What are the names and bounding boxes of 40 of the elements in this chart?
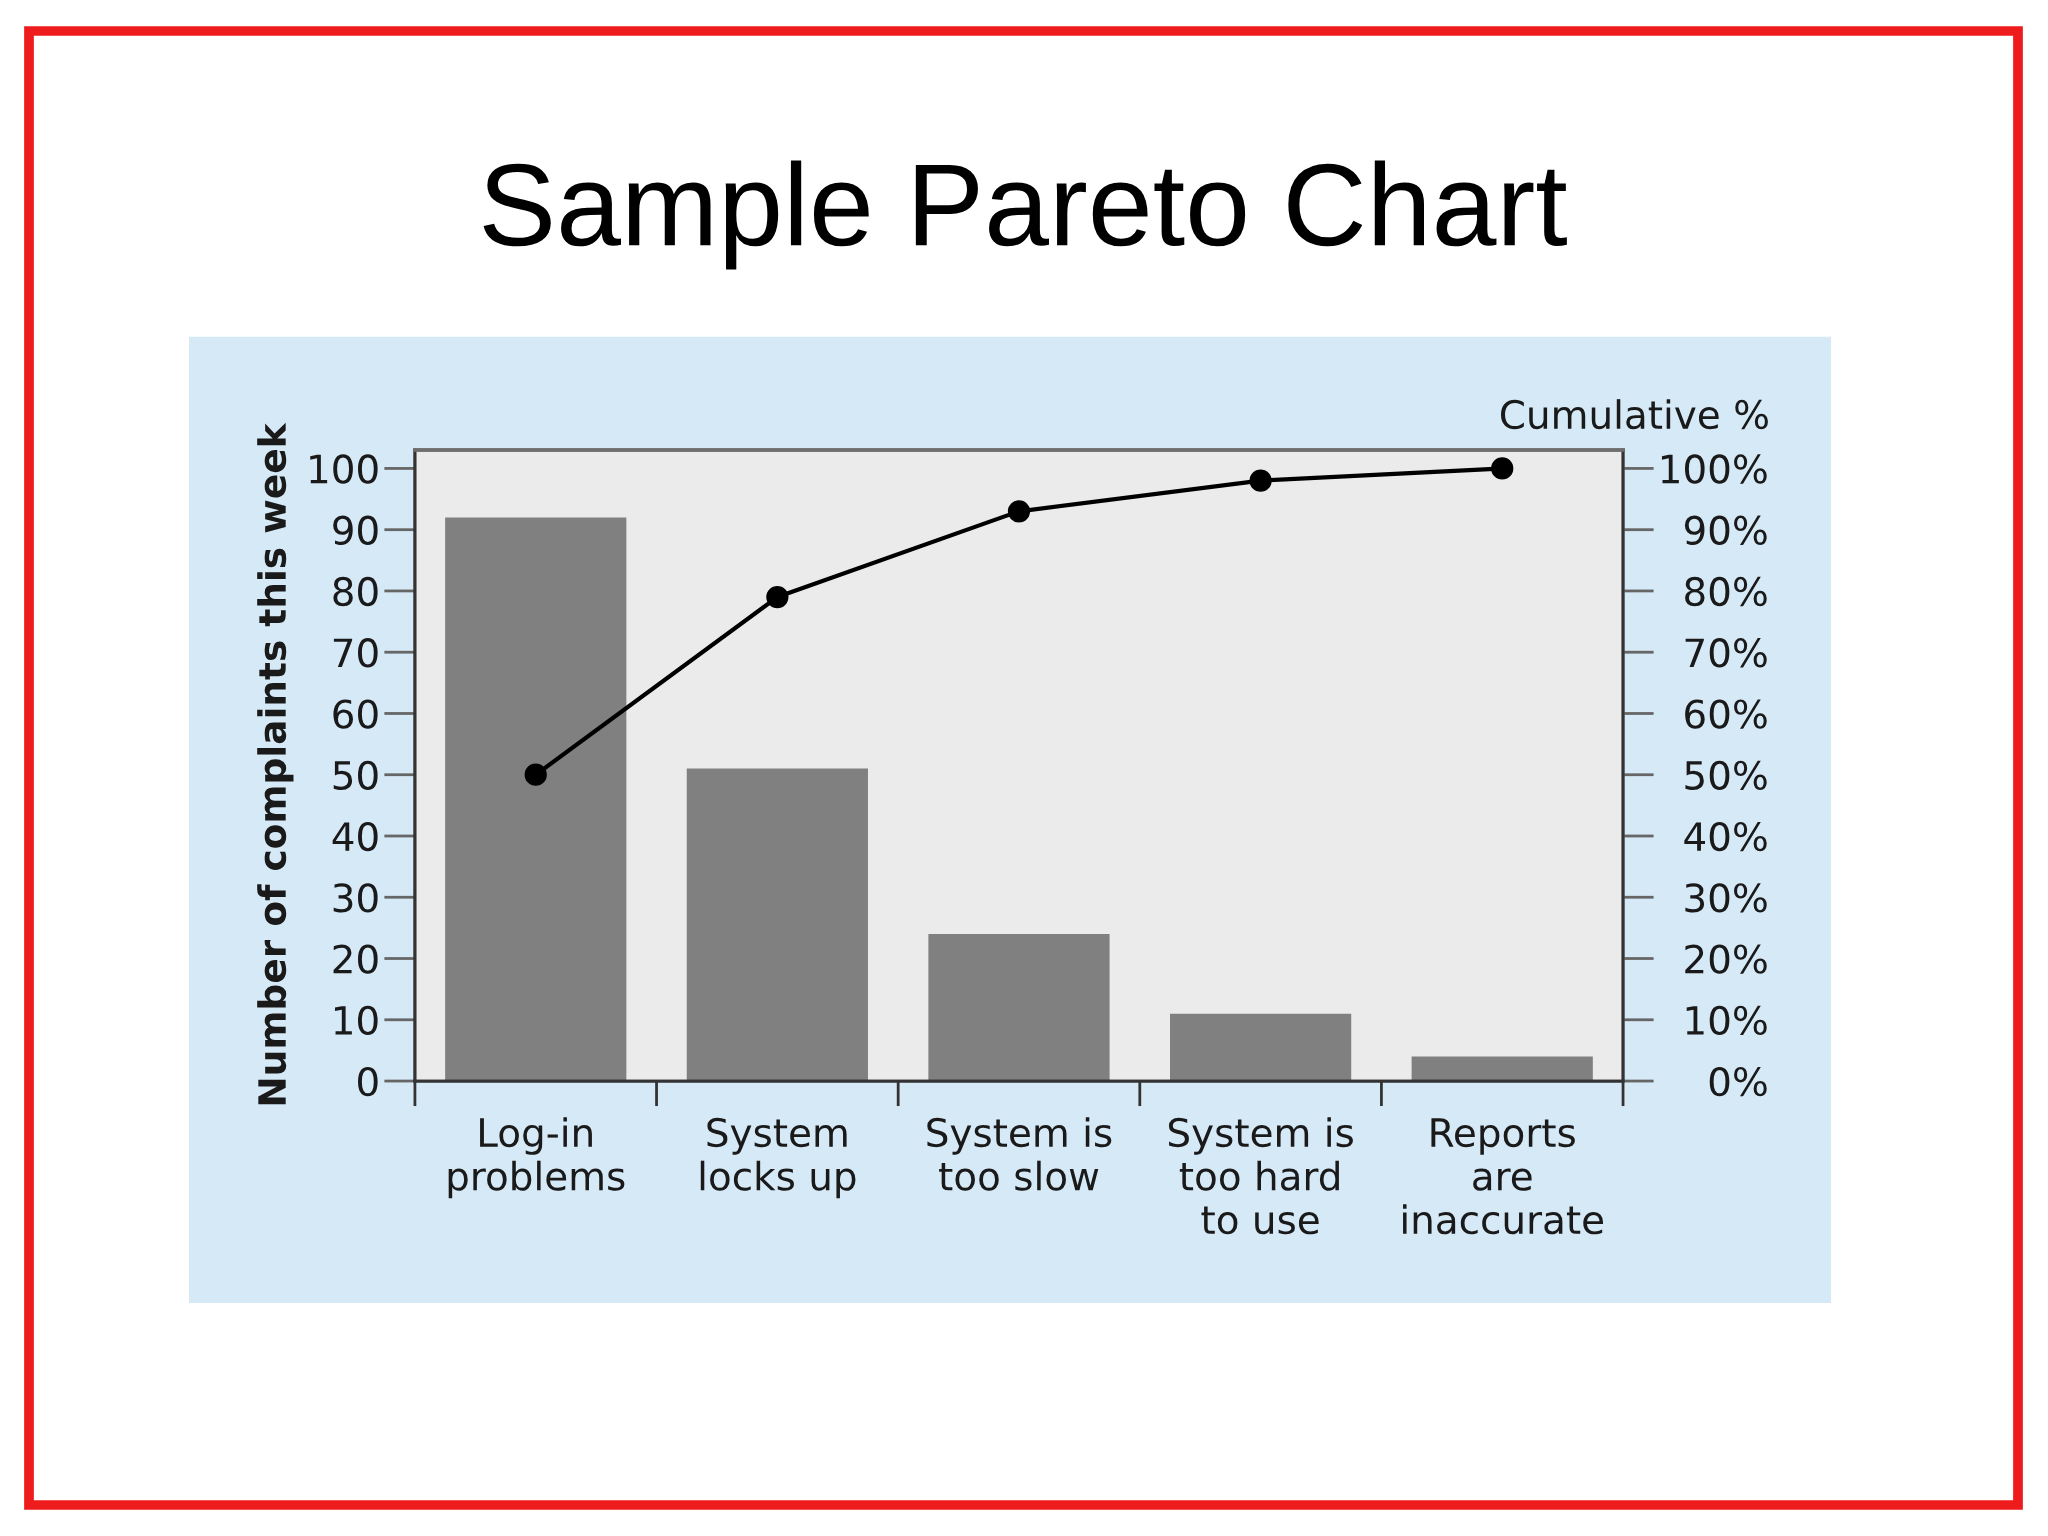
y2-tick-label: 20% bbox=[1685, 944, 1767, 974]
y2-tick-label: 10% bbox=[1686, 1005, 1767, 1036]
y-tick-label: 0 bbox=[358, 1066, 378, 1097]
chart-title: Sample Pareto Chart bbox=[483, 160, 1567, 270]
bar bbox=[928, 934, 1110, 1082]
point bbox=[1491, 457, 1514, 480]
x-tick-label: Log-in problems bbox=[448, 1117, 625, 1199]
y-tick-label: 100 bbox=[310, 454, 378, 484]
y2-axis-title: Cumulative % bbox=[1500, 399, 1768, 430]
point bbox=[524, 763, 547, 786]
y-tick-label: 80 bbox=[333, 576, 378, 607]
y-axis-title: Number of complaints this week bbox=[257, 422, 294, 1105]
x-tick-label: System locks up bbox=[700, 1117, 856, 1199]
y-tick-label: 30 bbox=[333, 883, 378, 913]
x-tick-label: System is too hard to use bbox=[1168, 1117, 1353, 1235]
point bbox=[1249, 469, 1272, 492]
bar bbox=[1411, 1056, 1593, 1082]
bar bbox=[1170, 1013, 1352, 1082]
bar bbox=[686, 768, 868, 1082]
y2-tick-label: 80% bbox=[1685, 576, 1767, 607]
y-tick-label: 40 bbox=[332, 821, 378, 852]
y-tick-label: 10 bbox=[334, 1005, 378, 1036]
y2-tick-label: 50% bbox=[1685, 760, 1767, 791]
y2-tick-label: 70% bbox=[1685, 638, 1767, 668]
y2-tick-label: 40% bbox=[1684, 821, 1767, 852]
y-tick-label: 90 bbox=[333, 515, 378, 546]
x-tick-label: System is too slow bbox=[927, 1117, 1112, 1191]
y-tick-label: 50 bbox=[333, 760, 378, 791]
bar bbox=[445, 517, 627, 1082]
y2-tick-label: 0% bbox=[1709, 1066, 1767, 1097]
y-tick-label: 70 bbox=[333, 638, 378, 668]
y-tick-label: 60 bbox=[333, 699, 378, 729]
y2-tick-label: 90% bbox=[1684, 515, 1767, 546]
y2-tick-label: 60% bbox=[1685, 699, 1767, 729]
y2-tick-label: 30% bbox=[1685, 883, 1767, 913]
y-tick-label: 20 bbox=[333, 944, 378, 974]
point bbox=[1007, 500, 1031, 523]
y2-tick-label: 100% bbox=[1661, 454, 1767, 484]
x-tick-label: Reports are inaccurate bbox=[1403, 1118, 1603, 1235]
point bbox=[766, 585, 789, 609]
